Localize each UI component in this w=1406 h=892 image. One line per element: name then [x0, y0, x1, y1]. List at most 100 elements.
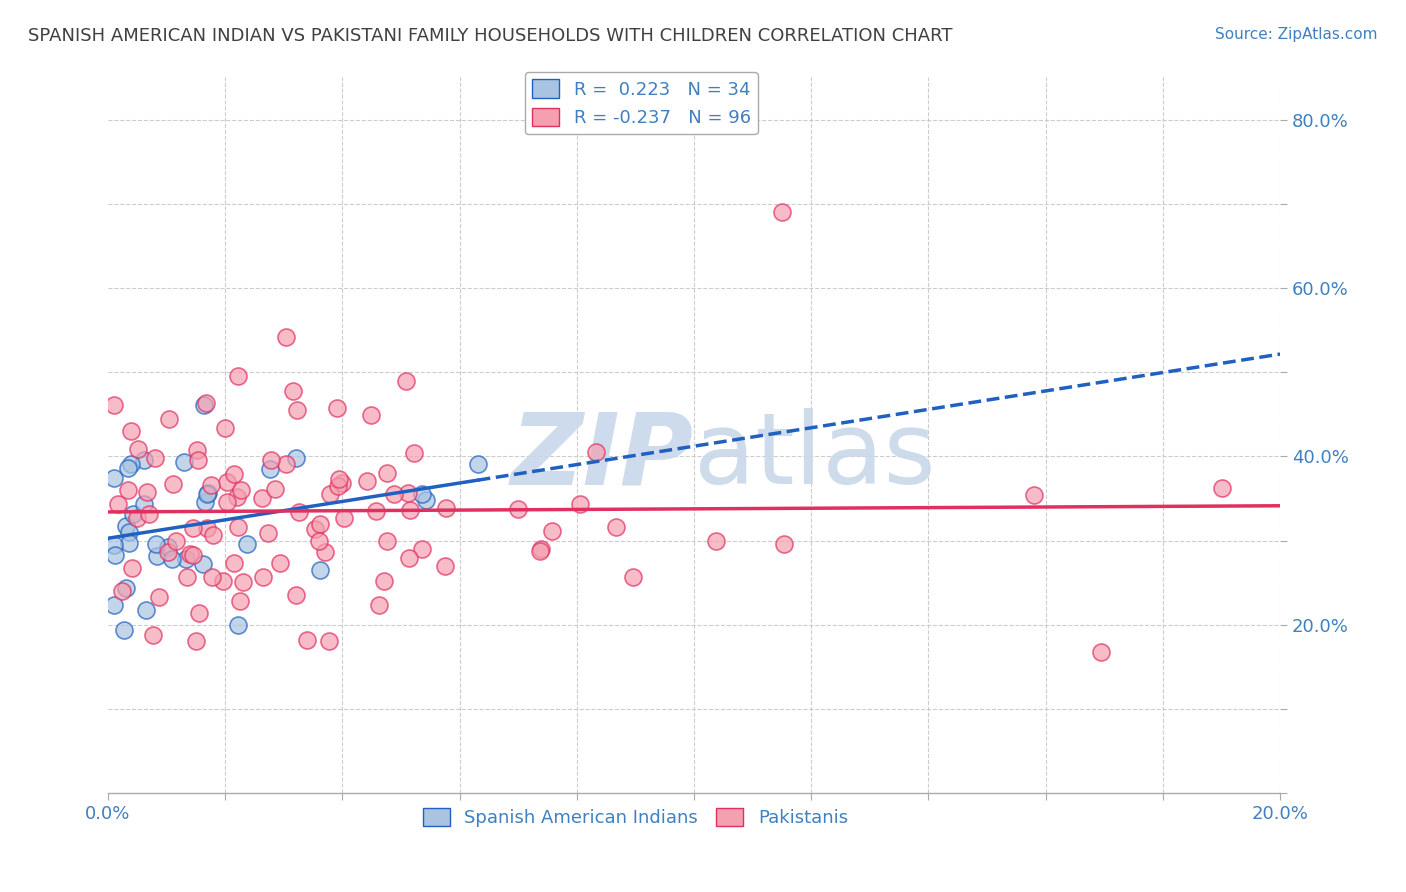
Point: [404, 446, 426, 460]
Point: [309, 563, 332, 577]
Point: [287, 403, 309, 417]
Text: SPANISH AMERICAN INDIAN VS PAKISTANI FAMILY HOUSEHOLDS WITH CHILDREN CORRELATION: SPANISH AMERICAN INDIAN VS PAKISTANI FAM…: [28, 27, 953, 45]
Point: [326, 478, 349, 492]
Point: [148, 590, 170, 604]
Point: [115, 519, 138, 533]
Point: [215, 475, 238, 489]
Point: [197, 486, 219, 500]
Point: [188, 607, 211, 621]
Point: [411, 541, 433, 556]
Point: [281, 384, 304, 398]
Point: [377, 534, 399, 549]
Point: [160, 551, 183, 566]
Point: [187, 453, 209, 467]
Point: [118, 535, 141, 549]
Point: [434, 500, 457, 515]
Point: [773, 537, 796, 551]
Point: [226, 618, 249, 632]
Point: [121, 457, 143, 471]
Point: [295, 633, 318, 648]
Point: [179, 547, 201, 561]
Point: [250, 491, 273, 505]
Point: [191, 557, 214, 571]
Point: [200, 478, 222, 492]
Point: [285, 450, 308, 465]
Point: [264, 482, 287, 496]
Point: [115, 581, 138, 595]
Point: [274, 457, 297, 471]
Point: [122, 507, 145, 521]
Point: [704, 534, 727, 549]
Point: [195, 521, 218, 535]
Point: [318, 634, 340, 648]
Point: [120, 425, 142, 439]
Point: [195, 487, 218, 501]
Point: [434, 559, 457, 574]
Point: [585, 444, 607, 458]
Point: [135, 602, 157, 616]
Point: [118, 524, 141, 539]
Point: [226, 369, 249, 384]
Point: [117, 460, 139, 475]
Point: [186, 443, 208, 458]
Point: [214, 421, 236, 435]
Point: [373, 574, 395, 588]
Point: [104, 548, 127, 562]
Point: [415, 493, 437, 508]
Point: [367, 598, 389, 612]
Point: [1090, 645, 1112, 659]
Point: [411, 487, 433, 501]
Point: [231, 483, 253, 497]
Point: [529, 544, 551, 558]
Point: [395, 374, 418, 388]
Point: [287, 505, 309, 519]
Point: [236, 537, 259, 551]
Point: [398, 486, 420, 500]
Text: Source: ZipAtlas.com: Source: ZipAtlas.com: [1215, 27, 1378, 42]
Point: [621, 570, 644, 584]
Point: [274, 330, 297, 344]
Point: [224, 557, 246, 571]
Point: [256, 526, 278, 541]
Point: [467, 457, 489, 471]
Point: [136, 484, 159, 499]
Point: [319, 487, 342, 501]
Point: [138, 507, 160, 521]
Point: [326, 401, 349, 415]
Point: [328, 472, 350, 486]
Point: [134, 453, 156, 467]
Point: [146, 549, 169, 564]
Point: [142, 627, 165, 641]
Point: [121, 561, 143, 575]
Point: [103, 471, 125, 485]
Point: [259, 462, 281, 476]
Point: [162, 476, 184, 491]
Point: [103, 599, 125, 613]
Point: [111, 583, 134, 598]
Point: [284, 588, 307, 602]
Point: [156, 540, 179, 554]
Point: [308, 517, 330, 532]
Legend: Spanish American Indians, Pakistanis: Spanish American Indians, Pakistanis: [416, 801, 855, 834]
Point: [103, 538, 125, 552]
Point: [222, 467, 245, 482]
Point: [212, 574, 235, 588]
Point: [157, 545, 180, 559]
Point: [201, 570, 224, 584]
Point: [232, 574, 254, 589]
Point: [181, 548, 204, 562]
Point: [399, 503, 422, 517]
Point: [333, 511, 356, 525]
Point: [568, 497, 591, 511]
Point: [1211, 482, 1233, 496]
Point: [194, 495, 217, 509]
Point: [107, 497, 129, 511]
Point: [176, 552, 198, 566]
Point: [176, 570, 198, 584]
Point: [530, 541, 553, 556]
Point: [375, 466, 398, 480]
Point: [125, 511, 148, 525]
Text: ZIP: ZIP: [510, 409, 695, 506]
Point: [202, 528, 225, 542]
Point: [540, 524, 562, 539]
